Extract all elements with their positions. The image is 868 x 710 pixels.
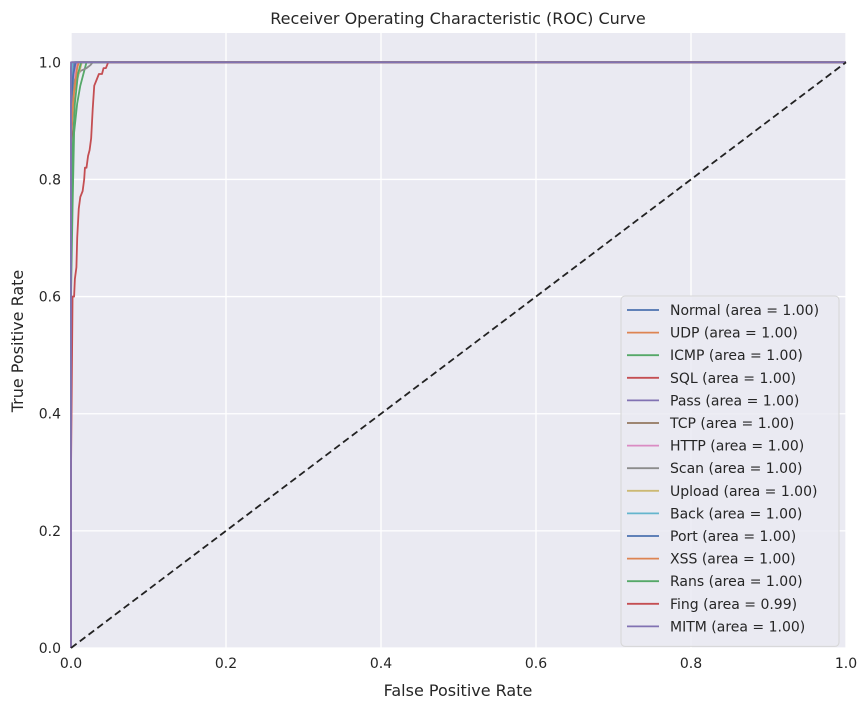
legend-box bbox=[620, 295, 840, 647]
x-tick-label: 0.6 bbox=[525, 656, 547, 672]
x-axis-label: False Positive Rate bbox=[384, 681, 533, 700]
reference-diagonal-line bbox=[70, 61, 847, 649]
x-axis-ticks: 0.0 0.2 0.4 0.6 0.8 1.0 bbox=[60, 656, 857, 672]
legend-label: ICMP (area = 1.00) bbox=[670, 348, 803, 364]
legend-label: Rans (area = 1.00) bbox=[670, 574, 803, 590]
y-tick-label: 0.2 bbox=[39, 524, 61, 540]
series-line-14 bbox=[70, 61, 846, 648]
x-tick-label: 0.4 bbox=[370, 656, 392, 672]
series-line-15 bbox=[70, 61, 846, 648]
legend-label: Scan (area = 1.00) bbox=[670, 461, 802, 477]
x-tick-label: 0.2 bbox=[215, 656, 237, 672]
y-tick-label: 0.8 bbox=[39, 172, 61, 188]
legend-label: SQL (area = 1.00) bbox=[670, 371, 796, 387]
y-axis-ticks: 0.0 0.2 0.4 0.6 0.8 1.0 bbox=[39, 55, 61, 657]
reference-line bbox=[70, 61, 847, 649]
y-axis-label: True Positive Rate bbox=[8, 270, 27, 414]
legend-label: UDP (area = 1.00) bbox=[670, 326, 798, 342]
chart-title: Receiver Operating Characteristic (ROC) … bbox=[270, 9, 645, 28]
legend-label: Upload (area = 1.00) bbox=[670, 484, 817, 500]
x-tick-label: 1.0 bbox=[835, 656, 857, 672]
y-tick-label: 0.4 bbox=[39, 407, 61, 423]
y-tick-label: 1.0 bbox=[39, 55, 61, 71]
legend: Normal (area = 1.00) UDP (area = 1.00) ICM… bbox=[620, 295, 840, 647]
series-lines bbox=[70, 61, 846, 648]
legend-label: Back (area = 1.00) bbox=[670, 506, 802, 522]
legend-label: Fing (area = 0.99) bbox=[670, 597, 797, 613]
y-tick-label: 0.0 bbox=[39, 641, 61, 657]
legend-label: TCP (area = 1.00) bbox=[669, 416, 794, 432]
y-tick-label: 0.6 bbox=[39, 290, 61, 306]
legend-label: MITM (area = 1.00) bbox=[670, 619, 805, 635]
legend-label: Normal (area = 1.00) bbox=[670, 303, 819, 319]
x-tick-label: 0.0 bbox=[60, 656, 82, 672]
x-tick-label: 0.8 bbox=[680, 656, 702, 672]
legend-label: XSS (area = 1.00) bbox=[670, 552, 796, 568]
legend-label: Port (area = 1.00) bbox=[670, 529, 796, 545]
legend-label: Pass (area = 1.00) bbox=[670, 393, 799, 409]
legend-label: HTTP (area = 1.00) bbox=[670, 439, 804, 455]
